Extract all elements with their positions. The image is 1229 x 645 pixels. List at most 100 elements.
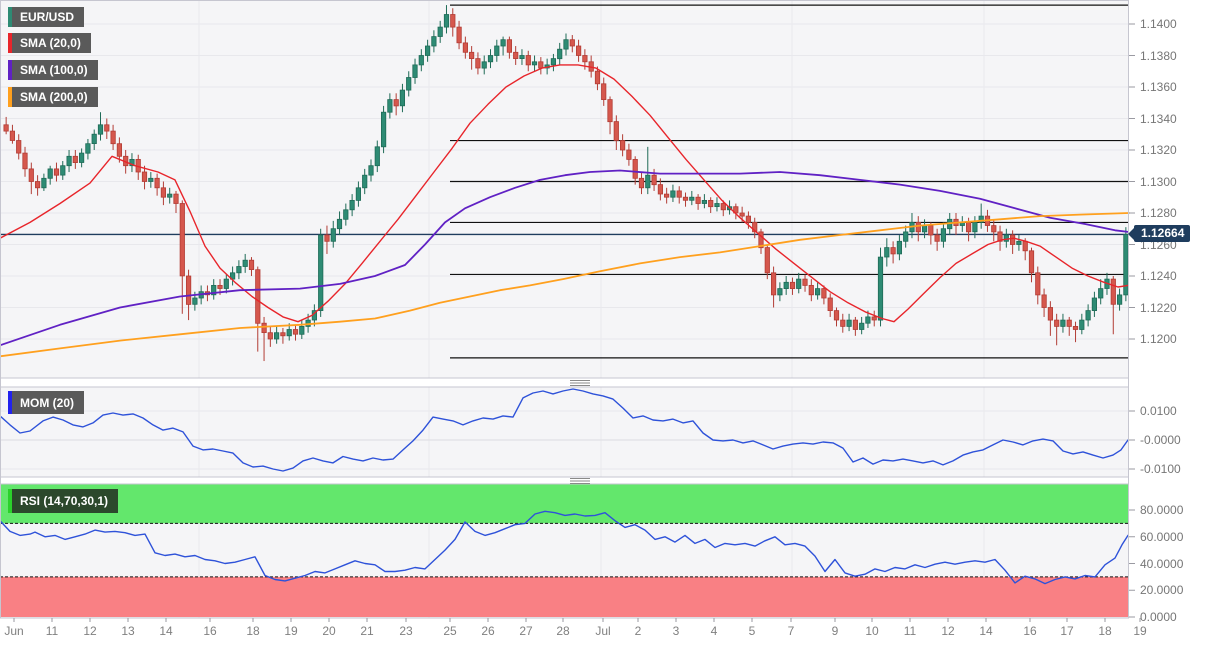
rsi-indicator-badge[interactable]: RSI (14,70,30,1) [8, 489, 119, 513]
candle-down [525, 55, 531, 66]
candle-up [424, 45, 431, 56]
legend-sma100-badge[interactable]: SMA (100,0) [8, 60, 98, 80]
candle-up [1079, 319, 1085, 330]
candle-down [739, 212, 745, 217]
candle-up [940, 228, 947, 242]
date-axis-label: Jul [595, 624, 611, 638]
candle-down [582, 55, 588, 63]
candle-down [576, 45, 582, 56]
candle-down [9, 130, 15, 141]
sma20-line [0, 64, 1129, 323]
pair-badge[interactable]: EUR/USD [8, 7, 85, 27]
candle-up [896, 240, 903, 255]
candle-down [173, 193, 179, 204]
candle-up [563, 39, 569, 50]
candle-down [1041, 294, 1047, 308]
current-price-badge: 1.12664 [1127, 225, 1191, 243]
candle-up [783, 281, 789, 289]
candle-up [431, 36, 437, 47]
rsi-axis-label: 20.0000 [1140, 583, 1184, 598]
sma100-accent-icon [8, 60, 12, 80]
candle-up [531, 61, 538, 66]
candle-up [406, 77, 412, 91]
date-axis-label: 5 [748, 624, 756, 638]
date-axis-label: 26 [481, 624, 495, 638]
date-axis-label: 12 [941, 624, 955, 638]
candle-up [1016, 240, 1022, 245]
candle-down [890, 247, 896, 255]
candle-down [613, 121, 619, 141]
candle-down [676, 190, 682, 198]
candle-down [840, 319, 846, 327]
legend-sma20-badge[interactable]: SMA (20,0) [8, 33, 91, 53]
candle-up [362, 174, 368, 189]
sma100-line [0, 169, 1129, 347]
date-axis-label: 2 [634, 624, 642, 638]
date-axis-label: 27 [519, 624, 533, 638]
date-axis-label: 9 [831, 624, 839, 638]
candle-down [280, 332, 286, 337]
date-axis-label: 11 [903, 624, 917, 638]
panel-resize-handle[interactable] [570, 478, 590, 485]
legend-sma200-badge[interactable]: SMA (200,0) [8, 87, 98, 107]
candle-down [22, 152, 28, 170]
candle-down [110, 130, 116, 145]
candle-down [141, 171, 148, 182]
candle-down [261, 322, 267, 334]
candle-down [632, 158, 638, 179]
candle-down [35, 181, 41, 189]
candle-down [664, 193, 670, 198]
candle-down [997, 231, 1003, 242]
price-axis-label: 1.1280 [1140, 206, 1177, 220]
candle-up [318, 234, 324, 311]
price-axis-label: 1.1340 [1140, 111, 1177, 126]
candle-down [104, 124, 110, 132]
candle-up [336, 218, 343, 230]
candle-up [418, 55, 424, 66]
candle-down [468, 51, 475, 59]
price-axis-label: 1.1320 [1140, 143, 1177, 157]
sma200-line [0, 212, 1130, 358]
candle-down [513, 51, 519, 59]
candle-up [1117, 294, 1123, 305]
date-axis-label: 19 [1133, 624, 1147, 638]
candle-down [601, 83, 607, 101]
date-axis-label: 3 [672, 624, 680, 638]
candle-up [368, 165, 374, 176]
candle-down [821, 288, 827, 299]
candle-up [557, 48, 563, 60]
candle-up [41, 177, 47, 189]
mom-label: MOM (20) [20, 396, 74, 410]
candle-up [349, 199, 355, 211]
candle-up [500, 39, 506, 47]
price-axis-label: 1.1240 [1140, 269, 1177, 283]
candle-up [437, 26, 443, 37]
candle-up [399, 89, 406, 107]
date-axis-label: 7 [787, 624, 795, 638]
rsi-accent-icon [8, 489, 12, 513]
panel-resize-handle[interactable] [570, 380, 590, 387]
candle-up [978, 215, 984, 223]
candle-up [550, 58, 557, 66]
candle-up [273, 332, 280, 340]
candle-down [915, 221, 921, 233]
candle-up [1091, 297, 1097, 312]
candle-up [374, 146, 380, 167]
candle-up [211, 284, 217, 296]
candle-up [877, 256, 884, 321]
candle-down [456, 26, 462, 44]
mom-axis-label: -0.0000 [1140, 433, 1181, 447]
candle-down [1022, 240, 1028, 252]
candle-up [645, 174, 651, 189]
candle-down [708, 199, 714, 208]
candle-down [179, 203, 185, 277]
mom-axis-label: -0.0100 [1140, 462, 1181, 476]
rsi-axis-label: 80.0000 [1140, 503, 1184, 517]
candle-down [292, 329, 299, 335]
candle-up [387, 99, 393, 113]
candle-down [1028, 250, 1035, 274]
mom-indicator-badge[interactable]: MOM (20) [8, 391, 84, 414]
candle-down [53, 168, 60, 176]
